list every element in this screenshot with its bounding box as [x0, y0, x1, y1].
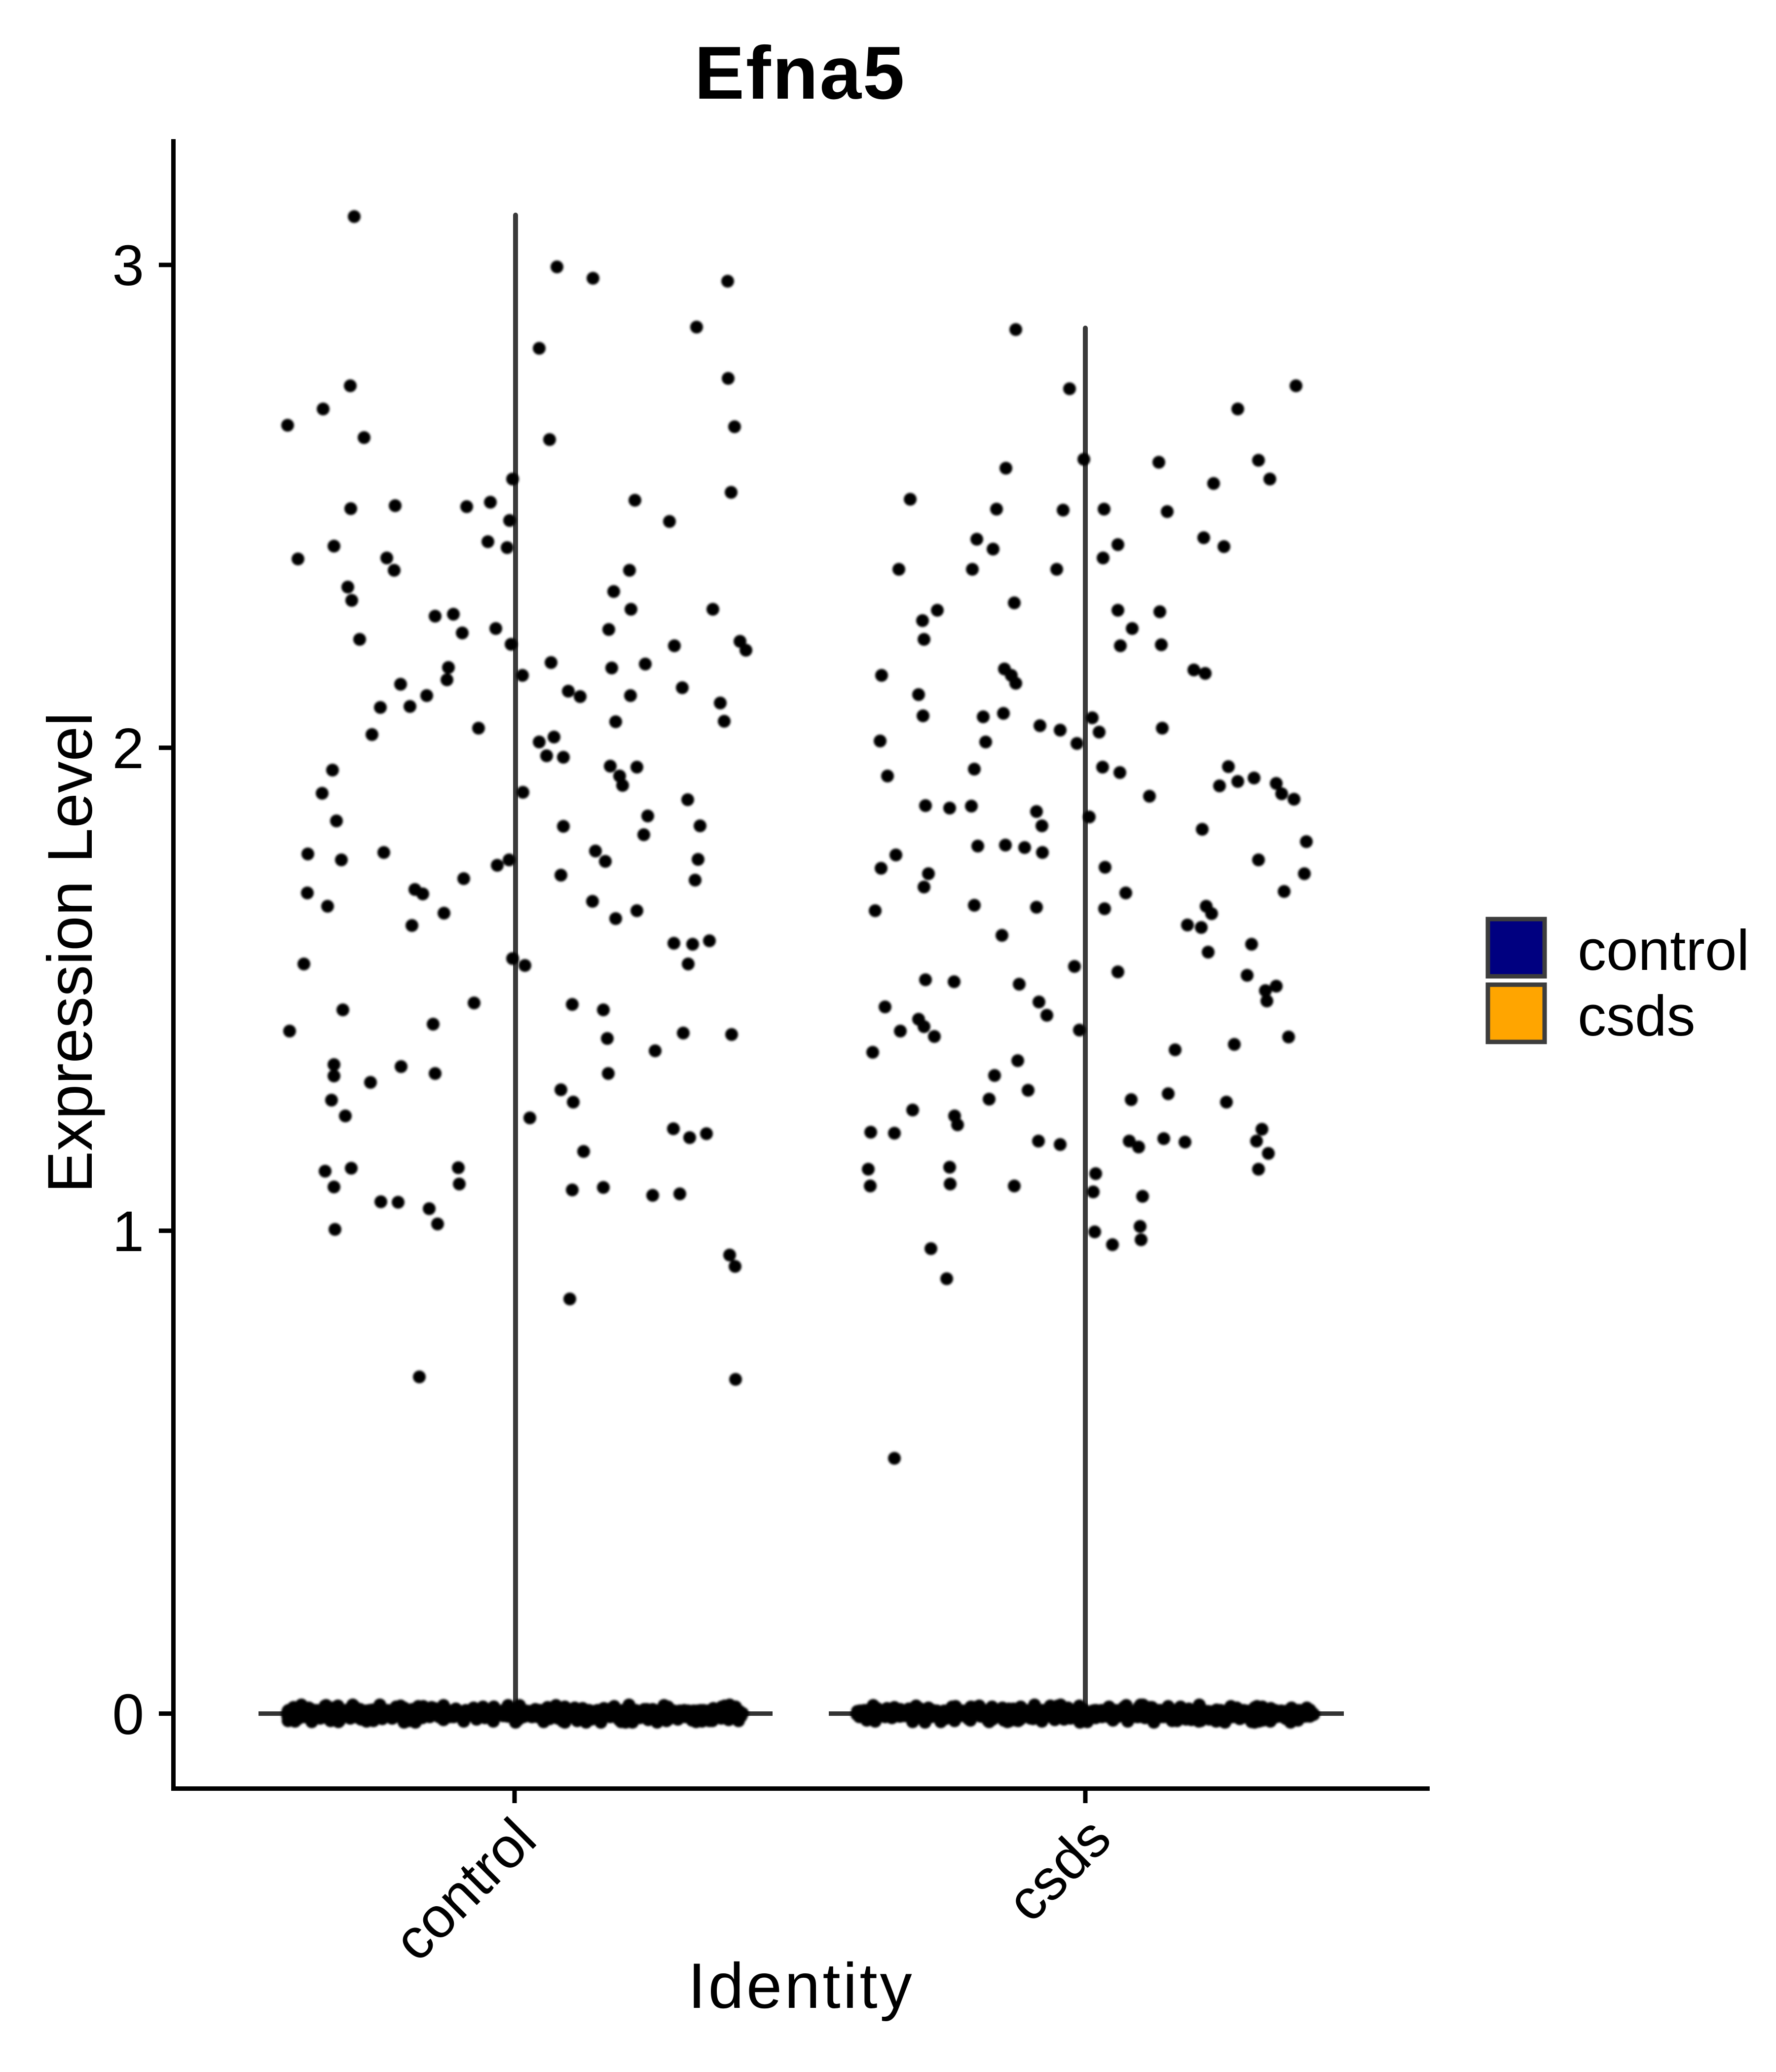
- svg-text:Efna5: Efna5: [695, 31, 906, 115]
- svg-text:csds: csds: [1578, 984, 1696, 1048]
- svg-text:control: control: [1578, 918, 1749, 982]
- svg-text:3: 3: [112, 233, 144, 297]
- svg-text:1: 1: [112, 1199, 144, 1263]
- svg-text:2: 2: [112, 716, 144, 780]
- svg-text:0: 0: [112, 1682, 144, 1746]
- svg-text:Expression Level: Expression Level: [35, 712, 106, 1193]
- svg-text:Identity: Identity: [688, 1950, 914, 2022]
